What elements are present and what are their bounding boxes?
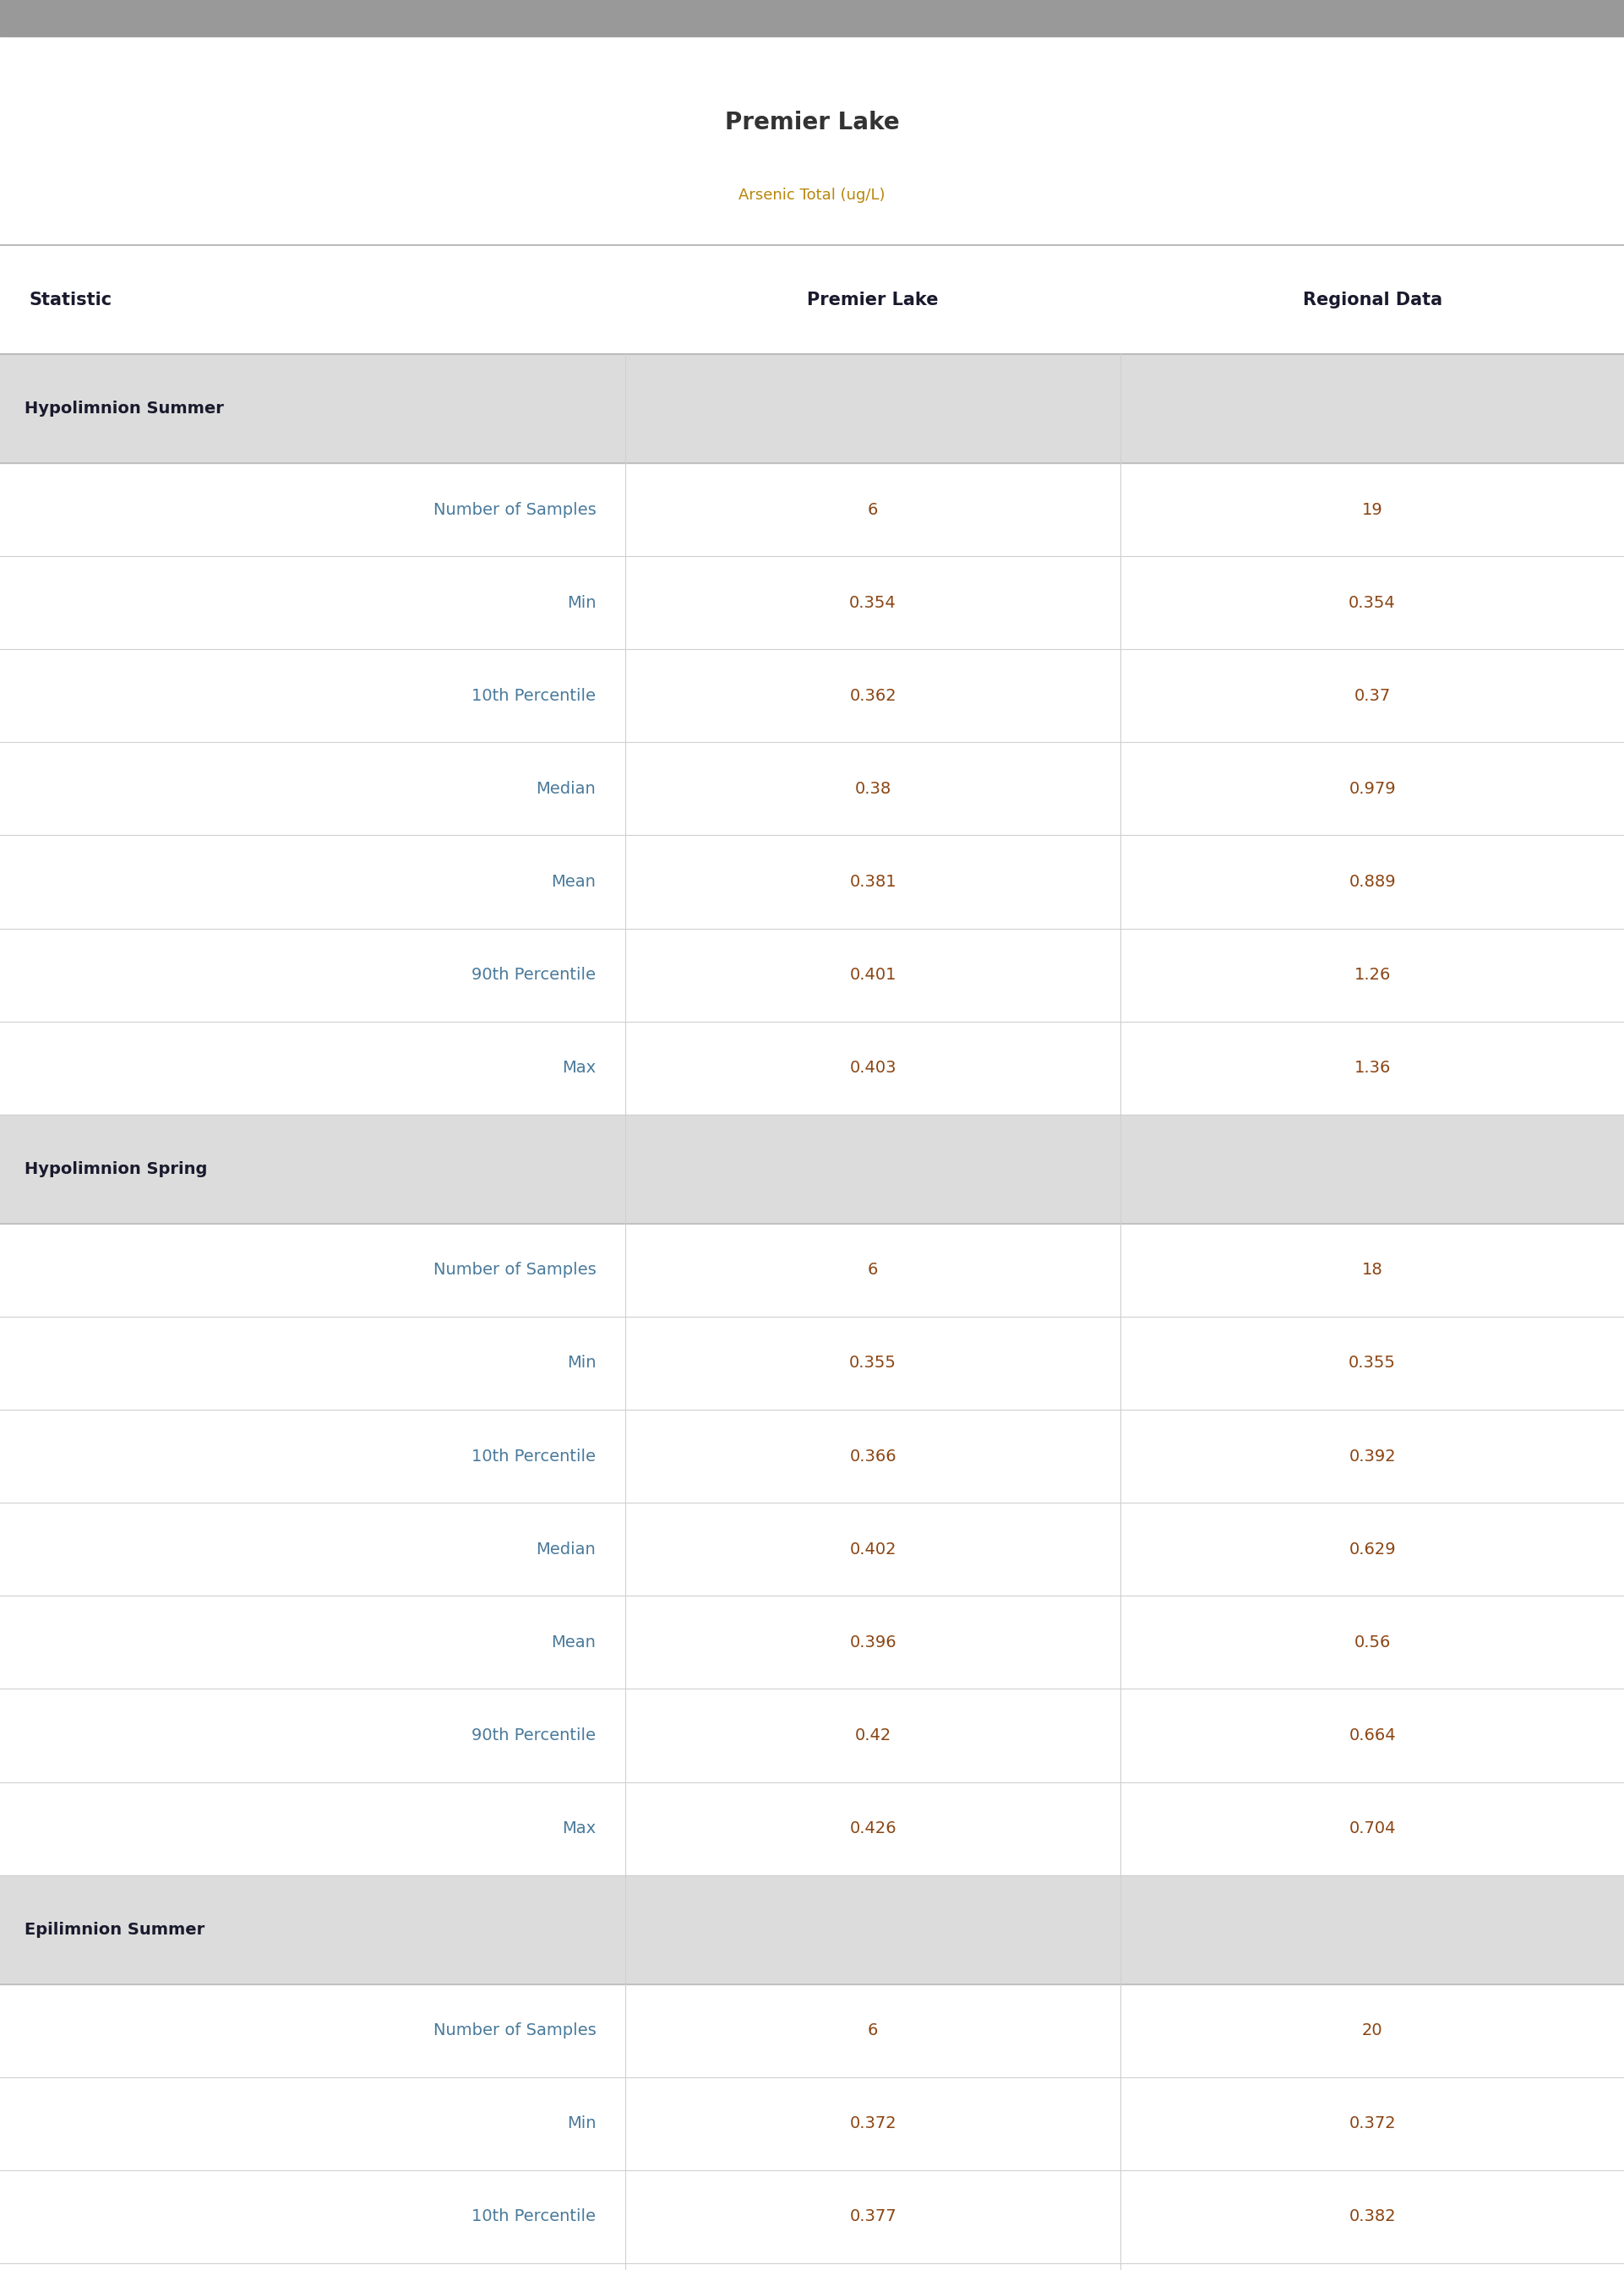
Bar [0, 0, 1624, 36]
Text: Median: Median [536, 1541, 596, 1557]
Text: Number of Samples: Number of Samples [434, 1262, 596, 1278]
Text: 10th Percentile: 10th Percentile [473, 1448, 596, 1464]
Text: Number of Samples: Number of Samples [434, 502, 596, 518]
Text: 0.362: 0.362 [849, 688, 896, 704]
Text: 0.366: 0.366 [849, 1448, 896, 1464]
Text: 0.37: 0.37 [1354, 688, 1390, 704]
Text: 0.38: 0.38 [854, 781, 892, 797]
Text: 6: 6 [867, 502, 879, 518]
Text: Mean: Mean [551, 1634, 596, 1650]
Text: Median: Median [536, 781, 596, 797]
Text: 0.56: 0.56 [1354, 1634, 1390, 1650]
Text: Min: Min [567, 2116, 596, 2132]
Text: Statistic: Statistic [29, 291, 112, 309]
Text: 18: 18 [1363, 1262, 1382, 1278]
Text: 0.355: 0.355 [1348, 1355, 1397, 1371]
Text: 0.664: 0.664 [1350, 1727, 1395, 1743]
Text: Number of Samples: Number of Samples [434, 2023, 596, 2038]
Text: 0.354: 0.354 [1348, 595, 1397, 611]
Text: 0.377: 0.377 [849, 2209, 896, 2225]
Text: 0.382: 0.382 [1350, 2209, 1395, 2225]
Text: 0.372: 0.372 [849, 2116, 896, 2132]
Bar [0, 354, 1624, 463]
Text: 0.889: 0.889 [1350, 874, 1395, 890]
Text: 1.36: 1.36 [1354, 1060, 1390, 1076]
Text: 0.704: 0.704 [1350, 1821, 1395, 1836]
Text: 0.381: 0.381 [849, 874, 896, 890]
Text: Premier Lake: Premier Lake [724, 111, 900, 134]
Text: 20: 20 [1363, 2023, 1382, 2038]
Text: 0.426: 0.426 [849, 1821, 896, 1836]
Text: 6: 6 [867, 1262, 879, 1278]
Text: 0.354: 0.354 [849, 595, 896, 611]
Text: Min: Min [567, 1355, 596, 1371]
Text: 0.979: 0.979 [1350, 781, 1395, 797]
Text: Premier Lake: Premier Lake [807, 291, 939, 309]
Text: 0.396: 0.396 [849, 1634, 896, 1650]
Text: 0.402: 0.402 [849, 1541, 896, 1557]
Text: 0.42: 0.42 [854, 1727, 892, 1743]
Text: Regional Data: Regional Data [1302, 291, 1442, 309]
Text: 0.392: 0.392 [1350, 1448, 1395, 1464]
Text: 10th Percentile: 10th Percentile [473, 688, 596, 704]
Bar [0, 1875, 1624, 1984]
Text: 90th Percentile: 90th Percentile [473, 967, 596, 983]
Text: Mean: Mean [551, 874, 596, 890]
Text: 1.26: 1.26 [1354, 967, 1390, 983]
Text: Epilimnion Summer: Epilimnion Summer [24, 1920, 205, 1939]
Text: 0.401: 0.401 [849, 967, 896, 983]
Text: 0.355: 0.355 [849, 1355, 896, 1371]
Text: 10th Percentile: 10th Percentile [473, 2209, 596, 2225]
Text: 0.629: 0.629 [1350, 1541, 1395, 1557]
Text: Hypolimnion Spring: Hypolimnion Spring [24, 1160, 208, 1178]
Text: Max: Max [562, 1821, 596, 1836]
Text: Hypolimnion Summer: Hypolimnion Summer [24, 400, 224, 418]
Text: Min: Min [567, 595, 596, 611]
Text: 0.403: 0.403 [849, 1060, 896, 1076]
Text: 90th Percentile: 90th Percentile [473, 1727, 596, 1743]
Text: 6: 6 [867, 2023, 879, 2038]
Bar [0, 1115, 1624, 1224]
Text: 0.372: 0.372 [1350, 2116, 1395, 2132]
Text: Max: Max [562, 1060, 596, 1076]
Text: Arsenic Total (ug/L): Arsenic Total (ug/L) [739, 188, 885, 202]
Text: 19: 19 [1363, 502, 1382, 518]
